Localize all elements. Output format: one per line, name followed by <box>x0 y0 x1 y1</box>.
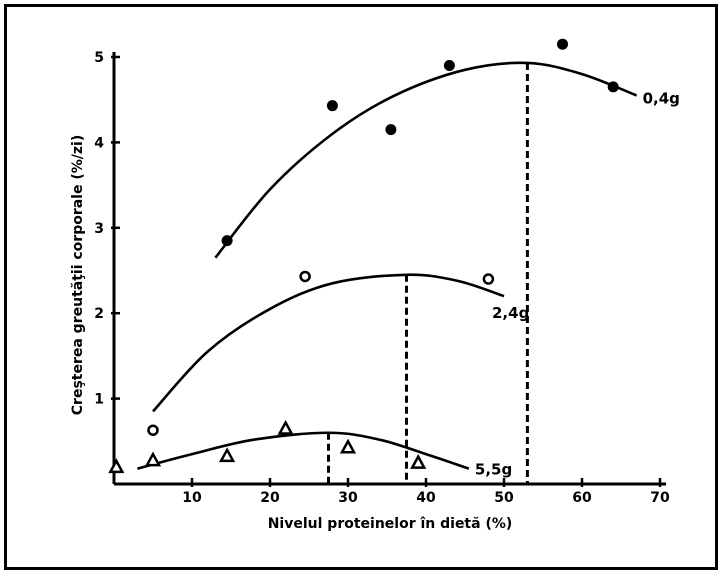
point-0-4g-2 <box>385 124 397 136</box>
point-2-4g-0 <box>299 270 311 283</box>
point-2-4g-1 <box>482 273 495 285</box>
x-tick-label-60: 60 <box>572 490 592 506</box>
y-tick-label-1: 1 <box>94 392 104 408</box>
data-points <box>108 38 619 474</box>
point-5-5g-5 <box>108 458 125 474</box>
point-5-5g-1 <box>218 447 236 463</box>
point-0-4g-4 <box>557 38 568 50</box>
point-5-5g-0 <box>144 451 162 467</box>
point-0-4g-5 <box>607 81 619 93</box>
series-label-0-4g: 0,4g <box>643 89 680 107</box>
x-tick-label-40: 40 <box>416 490 436 506</box>
axes: 10 20 30 40 50 60 70 1 2 3 4 5 <box>94 50 670 506</box>
series-labels: 0,4g 2,4g 5,5g <box>475 89 680 478</box>
point-5-5g-3 <box>339 438 357 454</box>
x-tick-label-70: 70 <box>650 490 670 506</box>
series-label-2-4g: 2,4g <box>492 304 529 322</box>
x-tick-label-10: 10 <box>182 490 202 506</box>
x-tick-label-50: 50 <box>494 490 514 506</box>
y-tick-label-4: 4 <box>94 135 104 151</box>
y-tick-label-5: 5 <box>94 50 104 66</box>
point-2-4g-2 <box>147 424 159 436</box>
point-5-5g-4 <box>410 454 427 469</box>
x-tick-label-30: 30 <box>338 490 358 506</box>
x-axis-title: Nivelul proteinelor în dietă (%) <box>268 516 513 532</box>
point-0-4g-0 <box>221 235 233 247</box>
y-tick-label-3: 3 <box>94 221 104 237</box>
series-label-5-5g: 5,5g <box>475 461 512 479</box>
point-5-5g-2 <box>277 419 294 435</box>
y-axis-title: Creşterea greutăţii corporale (%/zi) <box>70 135 86 415</box>
fit-curve-2-4g <box>152 273 505 413</box>
y-tick-label-2: 2 <box>94 306 104 322</box>
figure-frame <box>4 4 718 570</box>
point-0-4g-3 <box>443 60 455 72</box>
fit-curve-0-4g <box>214 61 638 259</box>
point-0-4g-1 <box>326 100 338 112</box>
fit-curves <box>137 61 638 470</box>
x-tick-label-20: 20 <box>260 490 280 506</box>
optimum-lines <box>327 62 529 484</box>
